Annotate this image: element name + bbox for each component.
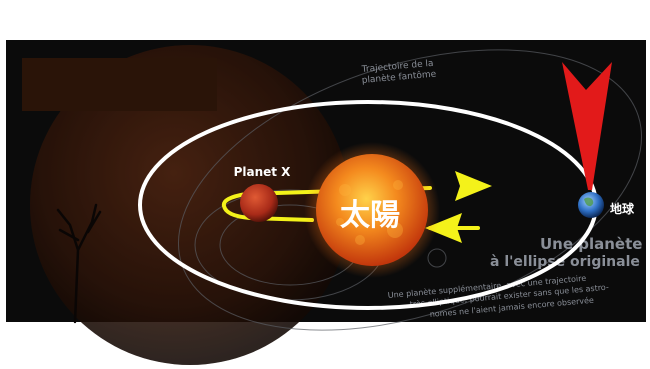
tree-silhouette <box>56 203 102 324</box>
background-text-heading: Une planète à l'ellipse originale <box>490 235 642 270</box>
svg-text:Une planète: Une planète <box>540 235 642 253</box>
arrow-left-icon <box>425 213 462 243</box>
planet-x <box>240 184 278 222</box>
background-planet <box>30 45 350 365</box>
red-arrow-icon <box>562 62 612 190</box>
arrow-right-icon <box>455 171 492 201</box>
top-border <box>0 0 650 40</box>
earth-label: 地球 <box>610 201 635 216</box>
svg-text:à l'ellipse originale: à l'ellipse originale <box>490 254 640 270</box>
sun-label: 太陽 <box>340 198 400 233</box>
planet-x-label: Planet X <box>234 165 292 179</box>
label-box <box>22 58 217 111</box>
sun <box>316 154 428 266</box>
